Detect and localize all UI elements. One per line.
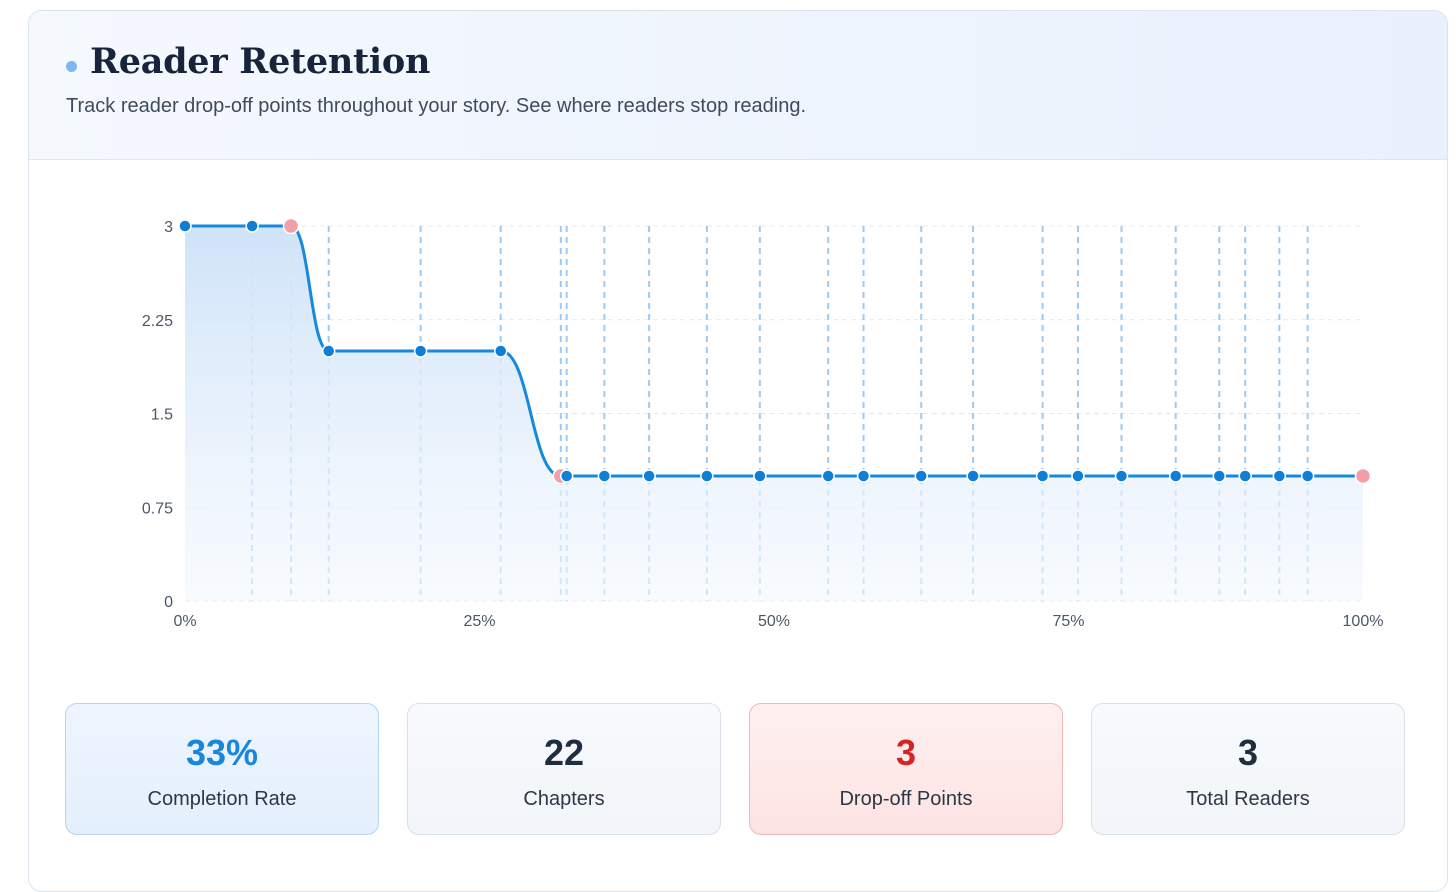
y-tick-label: 1.5 [151, 407, 173, 424]
data-point [966, 469, 980, 483]
page-subtitle: Track reader drop-off points throughout … [66, 95, 807, 117]
completion-rate-value: 33% [185, 732, 259, 773]
data-point [1168, 469, 1183, 483]
data-point [1114, 469, 1129, 483]
total-readers-label: Total Readers [1186, 788, 1310, 810]
data-point [559, 469, 574, 483]
data-point [1212, 469, 1227, 483]
data-point [1071, 469, 1085, 483]
data-point [178, 219, 192, 233]
data-point [753, 469, 767, 483]
completion-rate-label: Completion Rate [147, 788, 297, 810]
dropoff-point [282, 217, 300, 235]
x-tick-label: 25% [463, 613, 495, 630]
data-point [821, 469, 835, 483]
stat-card-completion-rate: 33% Completion Rate [65, 703, 379, 835]
y-tick-label: 3 [164, 219, 173, 236]
data-point [1300, 469, 1315, 483]
title-bullet-icon [66, 61, 77, 72]
stat-card-chapters: 22 Chapters [407, 703, 721, 835]
y-tick-label: 0 [164, 594, 173, 611]
x-tick-label: 75% [1052, 613, 1084, 630]
page-title: Reader Retention [90, 41, 431, 82]
drop-off-points-label: Drop-off Points [839, 788, 973, 810]
data-point [642, 469, 656, 483]
data-point [914, 469, 928, 483]
chapters-value: 22 [543, 732, 585, 773]
x-tick-label: 0% [173, 613, 196, 630]
y-tick-label: 2.25 [142, 313, 173, 330]
data-point [321, 344, 336, 358]
data-point [856, 469, 871, 483]
data-point [413, 344, 428, 358]
stat-card-drop-off-points: 3 Drop-off Points [749, 703, 1063, 835]
dropoff-point [1354, 467, 1372, 485]
retention-line [185, 224, 1363, 478]
x-tick-label: 50% [758, 613, 790, 630]
data-point [1272, 469, 1287, 483]
card-header: Reader Retention Track reader drop-off p… [29, 11, 1447, 160]
chapters-label: Chapters [523, 788, 605, 810]
data-point [597, 469, 612, 483]
data-point [1238, 469, 1252, 483]
retention-chart: 0 0.75 1.5 2.25 3 0% 25% 50% 75% 100% [142, 217, 1384, 630]
data-point [493, 344, 508, 358]
data-point [1035, 469, 1050, 483]
data-point [245, 219, 259, 233]
stat-card-total-readers: 3 Total Readers [1091, 703, 1405, 835]
x-tick-label: 100% [1343, 613, 1384, 630]
y-tick-label: 0.75 [142, 500, 173, 517]
retention-area [185, 226, 1363, 601]
total-readers-value: 3 [1237, 732, 1259, 773]
drop-off-points-value: 3 [895, 732, 917, 773]
data-point [700, 469, 714, 483]
